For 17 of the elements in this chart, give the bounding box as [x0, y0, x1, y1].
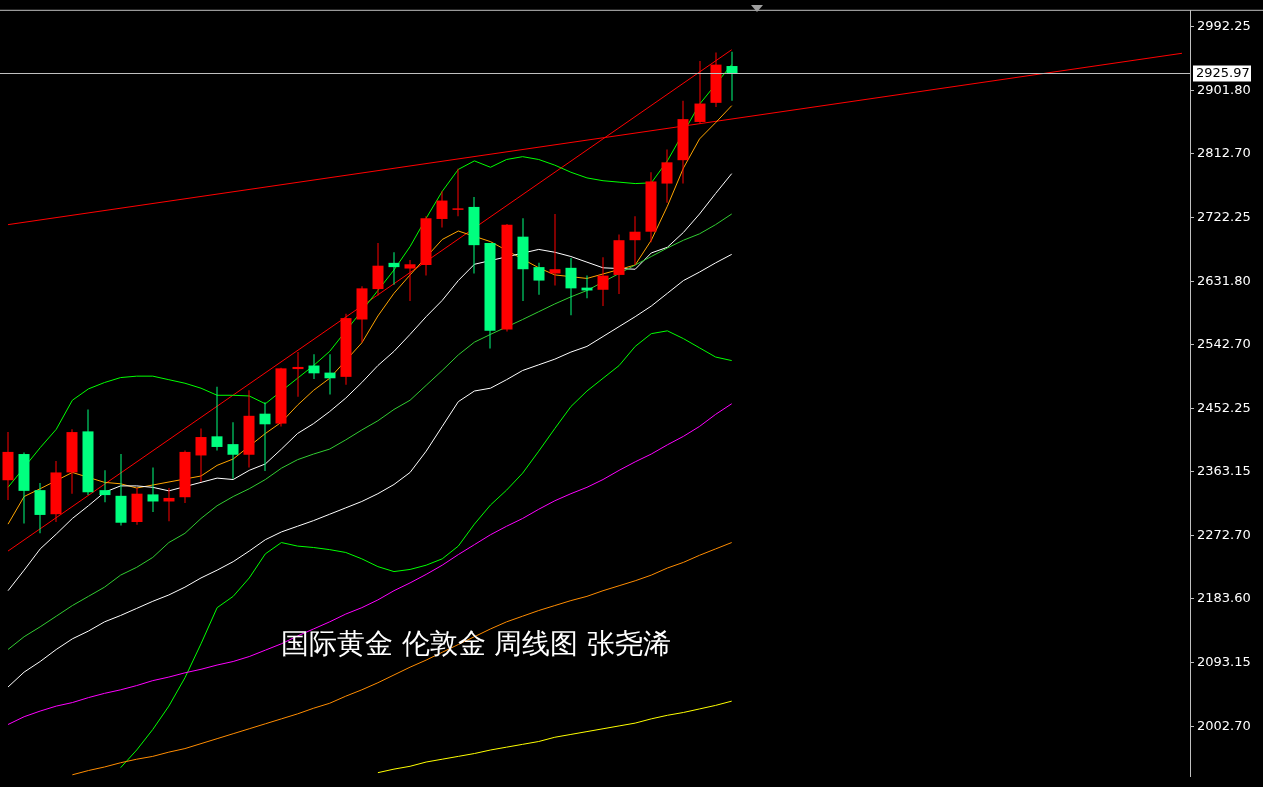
y-tick-label: 2363.15 [1197, 463, 1251, 479]
ref-line-label: 2925.97 [1196, 64, 1250, 80]
y-tick-label: 2901.80 [1197, 81, 1251, 97]
y-tick-label: 2542.70 [1197, 335, 1251, 351]
y-tick-label: 2093.15 [1197, 654, 1251, 670]
annotation: 国际黄金 伦敦金 周线图 张尧浠 [280, 627, 672, 661]
y-tick-label: 2183.60 [1197, 590, 1251, 606]
y-tick-label: 2272.70 [1197, 527, 1251, 543]
candlestick [452, 168, 464, 217]
y-tick-label: 2002.70 [1197, 718, 1251, 734]
y-tick-label: 2722.25 [1197, 208, 1251, 224]
y-tick-label: 2992.25 [1197, 17, 1251, 33]
y-tick-label: 2631.80 [1197, 272, 1251, 288]
y-tick-label: 2452.25 [1197, 399, 1251, 415]
y-tick-label: 2812.70 [1197, 144, 1251, 160]
candlestick [549, 214, 561, 286]
candlestick [292, 352, 304, 397]
